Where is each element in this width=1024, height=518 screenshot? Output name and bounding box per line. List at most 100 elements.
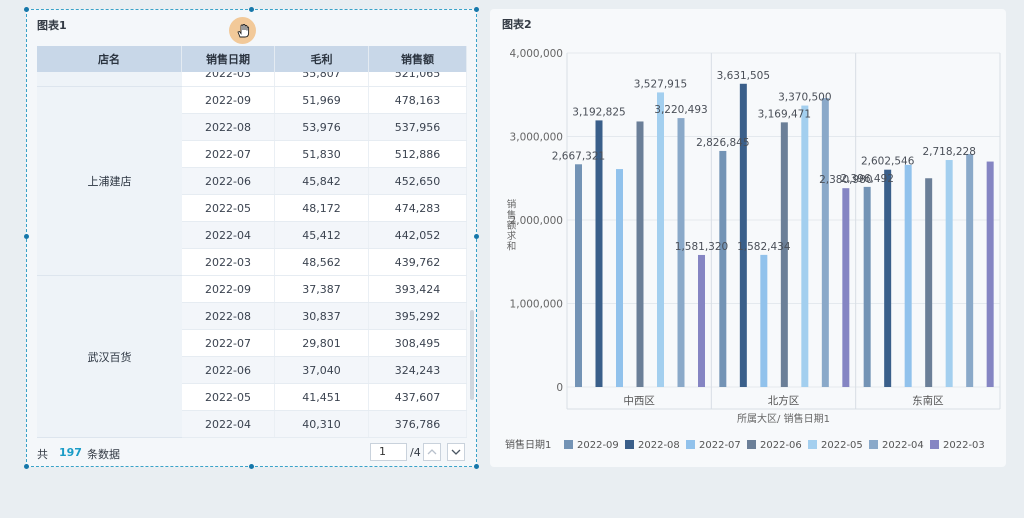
x-category-label: 东南区 xyxy=(912,394,944,407)
data-label: 2,667,321 xyxy=(552,150,605,162)
bar xyxy=(575,164,582,387)
cell-profit: 45,842 xyxy=(275,168,369,194)
bar xyxy=(780,122,788,387)
cell-date: 2022-03 xyxy=(182,249,275,275)
bar xyxy=(966,154,974,387)
table-row[interactable]: 2022-08 30,837 395,292 xyxy=(182,303,467,330)
chart-title: 图表2 xyxy=(502,18,532,31)
legend-item: 2022-05 xyxy=(821,440,863,451)
table-header: 店名 销售日期 毛利 销售额 xyxy=(37,46,467,72)
table-scrollbar[interactable] xyxy=(470,310,474,400)
resize-handle-bl[interactable] xyxy=(24,464,29,469)
cell-date: 2022-07 xyxy=(182,330,275,356)
resize-handle-t[interactable] xyxy=(249,7,254,12)
cell-date: 2022-09 xyxy=(182,276,275,302)
table-row[interactable]: 2022-06 37,040 324,243 xyxy=(182,357,467,384)
table-row[interactable]: 2022-04 40,310 376,786 xyxy=(182,411,467,438)
cell-sales: 393,424 xyxy=(369,276,467,302)
cell-sales: 376,786 xyxy=(369,411,467,437)
table-row[interactable]: 2022-05 41,451 437,607 xyxy=(182,384,467,411)
cell-date: 2022-05 xyxy=(182,384,275,410)
table-row[interactable]: 2022-08 53,976 537,956 xyxy=(182,114,467,141)
next-page-button[interactable] xyxy=(447,443,465,461)
bar xyxy=(719,150,727,387)
table-row[interactable]: 2022-09 37,387 393,424 xyxy=(182,276,467,303)
bar xyxy=(945,160,953,387)
legend-swatch xyxy=(625,440,634,449)
cell-profit: 48,172 xyxy=(275,195,369,221)
chevron-up-icon xyxy=(427,449,437,455)
header-date[interactable]: 销售日期 xyxy=(182,46,275,72)
table-row[interactable]: 2022-04 45,412 442,052 xyxy=(182,222,467,249)
data-table: 店名 销售日期 毛利 销售额 武汉百货 上浦建店 2022-03 55,807 521,… xyxy=(37,46,467,438)
cell-store: 上浦建店 xyxy=(37,87,182,276)
cell-profit: 37,040 xyxy=(275,357,369,383)
cell-sales: 437,607 xyxy=(369,384,467,410)
bar xyxy=(884,169,892,387)
chart-widget[interactable]: 图表2 0 1,000,000 2,000,000 3,000,000 4,000,00… xyxy=(490,9,1006,467)
data-label: 3,527,915 xyxy=(634,78,687,90)
cell-profit: 45,412 xyxy=(275,222,369,248)
x-axis-title: 所属大区/ 销售日期1 xyxy=(737,412,830,425)
y-tick-label: 0 xyxy=(556,382,563,394)
table-row[interactable]: 2022-07 51,830 512,886 xyxy=(182,141,467,168)
y-axis-title: 销售额求和 xyxy=(505,198,517,251)
legend-swatch xyxy=(930,440,939,449)
header-profit[interactable]: 毛利 xyxy=(275,46,369,72)
header-sales[interactable]: 销售额 xyxy=(369,46,467,72)
data-label: 2,380,980 xyxy=(819,174,872,186)
bar xyxy=(821,98,829,387)
y-tick-label: 4,000,000 xyxy=(510,48,563,60)
table-widget[interactable]: 图表1 店名 销售日期 毛利 销售额 武汉百货 上浦建店 2022-03 55,807… xyxy=(24,7,479,469)
table-row[interactable]: 2022-07 29,801 308,495 xyxy=(182,330,467,357)
total-suffix: 条数据 xyxy=(87,448,120,461)
cell-profit: 53,976 xyxy=(275,114,369,140)
legend-item: 2022-06 xyxy=(760,440,802,451)
page-input[interactable]: 1 xyxy=(370,443,407,461)
cell-profit: 29,801 xyxy=(275,330,369,356)
data-label: 1,582,434 xyxy=(737,241,791,253)
y-tick-label: 1,000,000 xyxy=(510,299,563,311)
data-label: 2,826,845 xyxy=(696,137,749,149)
legend-swatch xyxy=(869,440,878,449)
cell-sales: 478,163 xyxy=(369,87,467,113)
legend-swatch xyxy=(686,440,695,449)
table-row[interactable]: 2022-06 45,842 452,650 xyxy=(182,168,467,195)
resize-handle-b[interactable] xyxy=(249,464,254,469)
y-tick-label: 2,000,000 xyxy=(510,215,563,227)
cell-date: 2022-08 xyxy=(182,114,275,140)
legend-swatch xyxy=(808,440,817,449)
data-label: 1,581,320 xyxy=(675,241,728,253)
cell-sales: 442,052 xyxy=(369,222,467,248)
table-row[interactable]: 2022-03 48,562 439,762 xyxy=(182,249,467,276)
data-label: 2,602,546 xyxy=(861,156,915,168)
data-label: 3,370,500 xyxy=(778,92,831,104)
data-label: 2,396,492 xyxy=(840,173,893,185)
resize-handle-tr[interactable] xyxy=(474,7,479,12)
prev-page-button[interactable] xyxy=(423,443,441,461)
legend-item: 2022-07 xyxy=(699,440,741,451)
bar xyxy=(760,254,768,387)
table-row[interactable]: 2022-05 48,172 474,283 xyxy=(182,195,467,222)
cell-sales: 308,495 xyxy=(369,330,467,356)
resize-handle-tl[interactable] xyxy=(24,7,29,12)
cell-date: 2022-04 xyxy=(182,411,275,437)
bar xyxy=(801,105,809,388)
bar xyxy=(863,186,871,387)
cell-store: 武汉百货 xyxy=(37,276,182,438)
data-label: 3,169,471 xyxy=(758,108,811,120)
total-prefix: 共 xyxy=(37,448,48,461)
resize-handle-l[interactable] xyxy=(24,234,29,239)
data-label: 3,631,505 xyxy=(717,70,770,82)
header-store[interactable]: 店名 xyxy=(37,46,182,72)
cell-profit: 37,387 xyxy=(275,276,369,302)
page-total: /4 xyxy=(410,446,421,459)
bar xyxy=(595,120,603,387)
cell-date: 2022-07 xyxy=(182,141,275,167)
resize-handle-br[interactable] xyxy=(474,464,479,469)
cell-profit: 51,969 xyxy=(275,87,369,113)
legend-title: 销售日期1 xyxy=(505,438,551,451)
resize-handle-r[interactable] xyxy=(474,234,479,239)
table-title: 图表1 xyxy=(37,19,67,32)
table-row[interactable]: 2022-09 51,969 478,163 xyxy=(182,87,467,114)
